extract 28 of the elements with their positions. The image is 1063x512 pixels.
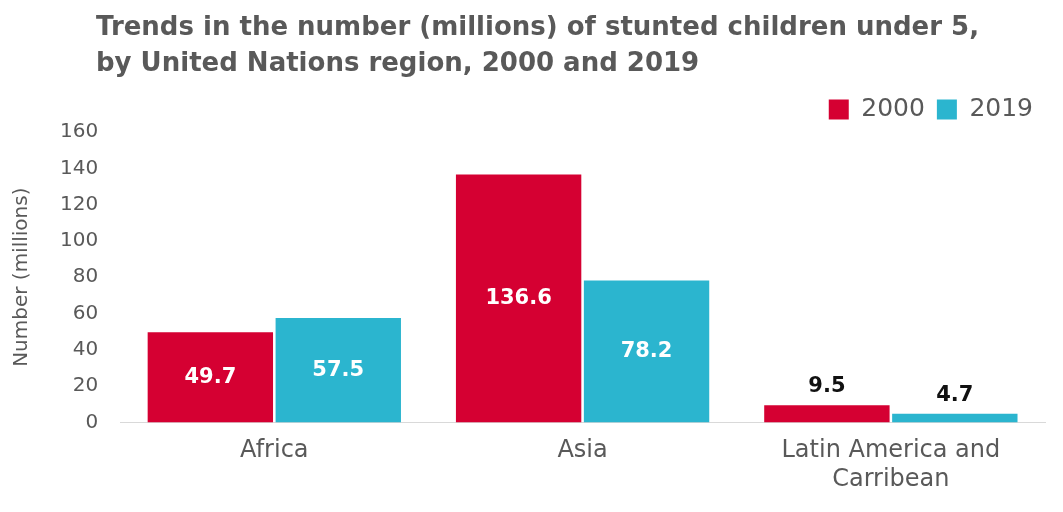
y-tick-label: 20 <box>72 372 99 397</box>
legend-label: 2000 <box>861 93 925 122</box>
y-tick-label: 140 <box>59 154 99 179</box>
x-tick-label: Asia <box>557 435 608 464</box>
y-tick-label: 80 <box>72 263 99 288</box>
x-tick-label: Latin America and Carribean <box>781 435 1001 492</box>
bar <box>147 332 274 423</box>
data-label: 4.7 <box>936 381 974 406</box>
bar <box>275 318 401 423</box>
y-tick-label: 0 <box>85 408 99 433</box>
y-tick-label: 120 <box>59 190 99 215</box>
legend-label: 2019 <box>969 93 1033 122</box>
data-label: 78.2 <box>620 337 673 362</box>
bar <box>892 413 1018 423</box>
data-label: 49.7 <box>184 363 237 388</box>
chart-title: Trends in the number (millions) of stunted children under 5, by United Nations region, 2000 and 2019 <box>96 10 981 79</box>
data-label: 9.5 <box>808 373 846 398</box>
x-tick-label: Africa <box>240 435 309 464</box>
y-tick-label: 60 <box>72 299 99 324</box>
y-tick-label: 100 <box>59 227 99 252</box>
bar <box>455 174 582 423</box>
data-label: 136.6 <box>485 284 552 309</box>
y-axis-title: Number (millions) <box>8 187 33 367</box>
y-tick-label: 160 <box>59 118 99 143</box>
bar <box>583 280 710 423</box>
data-label: 57.5 <box>312 356 365 381</box>
bar <box>764 405 890 423</box>
y-tick-label: 40 <box>72 336 99 360</box>
